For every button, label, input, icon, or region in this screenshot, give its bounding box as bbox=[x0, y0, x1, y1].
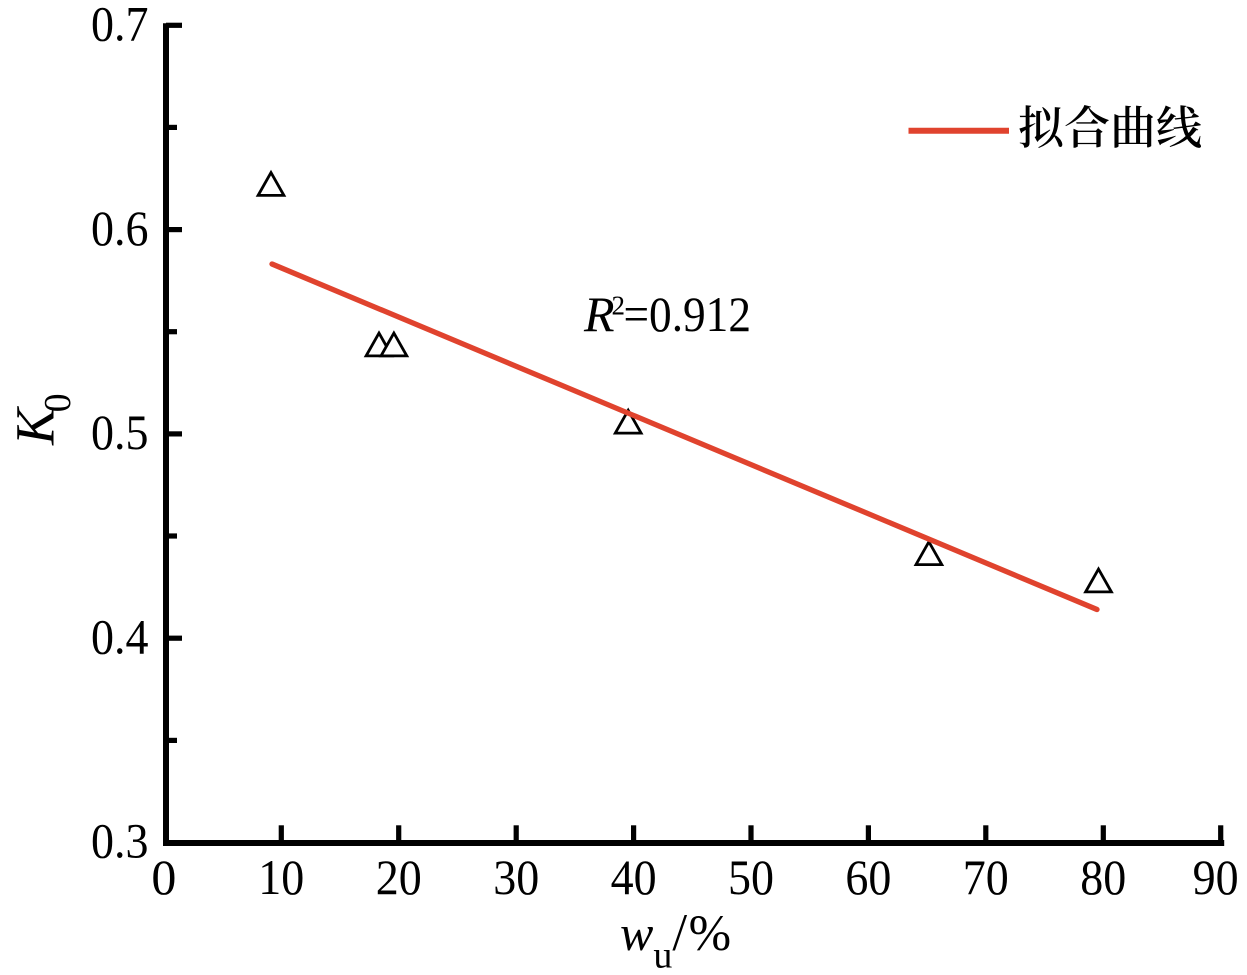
svg-text:R2: R2 bbox=[583, 286, 625, 342]
svg-text:50: 50 bbox=[728, 849, 774, 905]
svg-text:10: 10 bbox=[258, 849, 304, 905]
svg-text:80: 80 bbox=[1080, 849, 1126, 905]
svg-text:=0.912: =0.912 bbox=[624, 286, 752, 342]
svg-text:40: 40 bbox=[611, 849, 657, 905]
svg-text:0.4: 0.4 bbox=[91, 608, 149, 664]
svg-text:K0: K0 bbox=[4, 393, 79, 446]
svg-text:0.3: 0.3 bbox=[91, 813, 149, 869]
svg-text:0.5: 0.5 bbox=[91, 404, 149, 460]
svg-text:90: 90 bbox=[1193, 849, 1239, 905]
svg-text:60: 60 bbox=[845, 849, 891, 905]
svg-text:0.6: 0.6 bbox=[91, 200, 149, 256]
svg-text:30: 30 bbox=[493, 849, 539, 905]
svg-text:20: 20 bbox=[376, 849, 422, 905]
svg-text:70: 70 bbox=[963, 849, 1009, 905]
svg-text:0: 0 bbox=[151, 849, 176, 905]
svg-text:0.7: 0.7 bbox=[91, 0, 149, 52]
svg-text:wu/%: wu/% bbox=[620, 904, 731, 975]
